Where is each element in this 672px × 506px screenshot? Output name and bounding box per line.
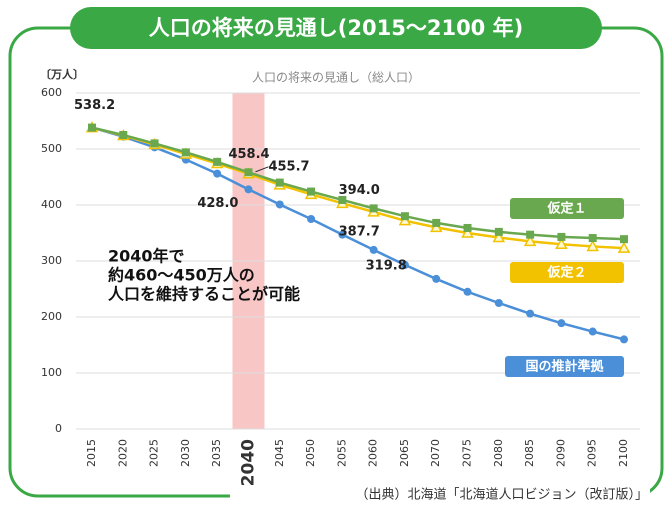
- point: [523, 234, 537, 247]
- source-bg: [230, 488, 650, 504]
- annotation: 人口を維持することが可能: [108, 285, 300, 304]
- point: [557, 232, 566, 241]
- chart-title: 人口の将来の見通し(2015～2100 年): [149, 16, 523, 40]
- point: [119, 131, 128, 139]
- x-tick-label: 2070: [429, 439, 442, 467]
- point: [181, 148, 190, 157]
- point: [620, 335, 628, 344]
- point: [463, 223, 472, 232]
- x-tick-label: 2025: [148, 439, 161, 467]
- point: [586, 239, 599, 252]
- y-tick-label: 400: [41, 198, 62, 211]
- x-tick-label: 2035: [210, 439, 223, 467]
- point: [275, 178, 284, 187]
- x-tick-label: 2030: [179, 439, 192, 467]
- leader-line: [255, 166, 269, 173]
- point: [588, 234, 597, 243]
- point: [213, 169, 222, 178]
- x-tick-label: 2090: [554, 439, 567, 467]
- point: [400, 212, 409, 221]
- data-label: 538.2: [74, 98, 115, 113]
- point: [617, 241, 631, 253]
- y-tick-label: 600: [41, 86, 62, 99]
- legend-box: [505, 356, 624, 377]
- data-label: 394.0: [339, 183, 380, 198]
- legend-box: [510, 198, 624, 219]
- source: （出典）北海道「北海道人口ビジョン（改訂版）」: [355, 487, 648, 503]
- point: [494, 227, 503, 236]
- legend-box: [510, 262, 624, 283]
- point: [492, 230, 506, 243]
- x-tick-label: 2040: [238, 439, 258, 486]
- y-tick-label: 200: [41, 310, 62, 323]
- point: [275, 200, 284, 209]
- y-tick-label: 0: [55, 422, 62, 435]
- x-tick-label: 2060: [367, 439, 380, 467]
- point: [244, 168, 253, 177]
- point: [557, 319, 566, 328]
- point: [369, 204, 378, 213]
- y-tick-label: 500: [41, 142, 62, 155]
- data-label: 428.0: [197, 196, 238, 211]
- point: [432, 218, 441, 227]
- y-unit: 〔万人〕: [40, 67, 84, 81]
- x-tick-label: 2075: [461, 439, 474, 467]
- data-label: 387.7: [339, 224, 380, 239]
- y-tick-label: 100: [41, 366, 62, 379]
- y-tick-label: 300: [41, 254, 62, 267]
- point: [620, 235, 628, 244]
- chart-subtitle: 人口の将来の見通し（総人口）: [252, 71, 420, 85]
- series-line: [91, 126, 625, 250]
- x-tick-label: 2020: [116, 439, 129, 467]
- point: [461, 226, 474, 238]
- point: [526, 230, 535, 239]
- point: [150, 139, 159, 148]
- legend-label: 仮定２: [546, 265, 586, 281]
- point: [588, 327, 597, 336]
- point: [244, 185, 253, 194]
- point: [338, 195, 347, 204]
- annotation: 2040年で: [108, 247, 185, 266]
- point: [213, 157, 222, 166]
- x-tick-label: 2100: [617, 439, 630, 467]
- x-tick-label: 2055: [335, 439, 348, 467]
- legend-label: 仮定１: [546, 201, 586, 217]
- x-tick-label: 2095: [586, 439, 599, 467]
- series-line: [91, 126, 625, 241]
- point: [307, 215, 316, 223]
- point: [307, 187, 316, 196]
- data-label: 319.8: [366, 258, 407, 273]
- point: [338, 230, 347, 239]
- data-label: 458.4: [228, 147, 269, 162]
- x-tick-label: 2045: [273, 439, 286, 467]
- x-tick-label: 2065: [398, 439, 411, 467]
- point: [526, 309, 535, 318]
- point: [494, 299, 503, 307]
- point: [88, 123, 96, 132]
- x-tick-label: 2015: [85, 439, 98, 467]
- annotation: 約460～450万人の: [108, 266, 255, 285]
- point: [463, 287, 472, 296]
- title-pill: [70, 7, 602, 49]
- x-tick-label: 2085: [523, 439, 536, 467]
- point: [555, 237, 568, 249]
- point: [369, 245, 378, 254]
- legend-label: 国の推計準拠: [525, 359, 604, 375]
- point: [432, 274, 441, 283]
- x-tick-label: 2080: [492, 439, 505, 467]
- data-label: 455.7: [268, 159, 309, 174]
- x-tick-label: 2050: [304, 439, 317, 467]
- point: [400, 260, 409, 269]
